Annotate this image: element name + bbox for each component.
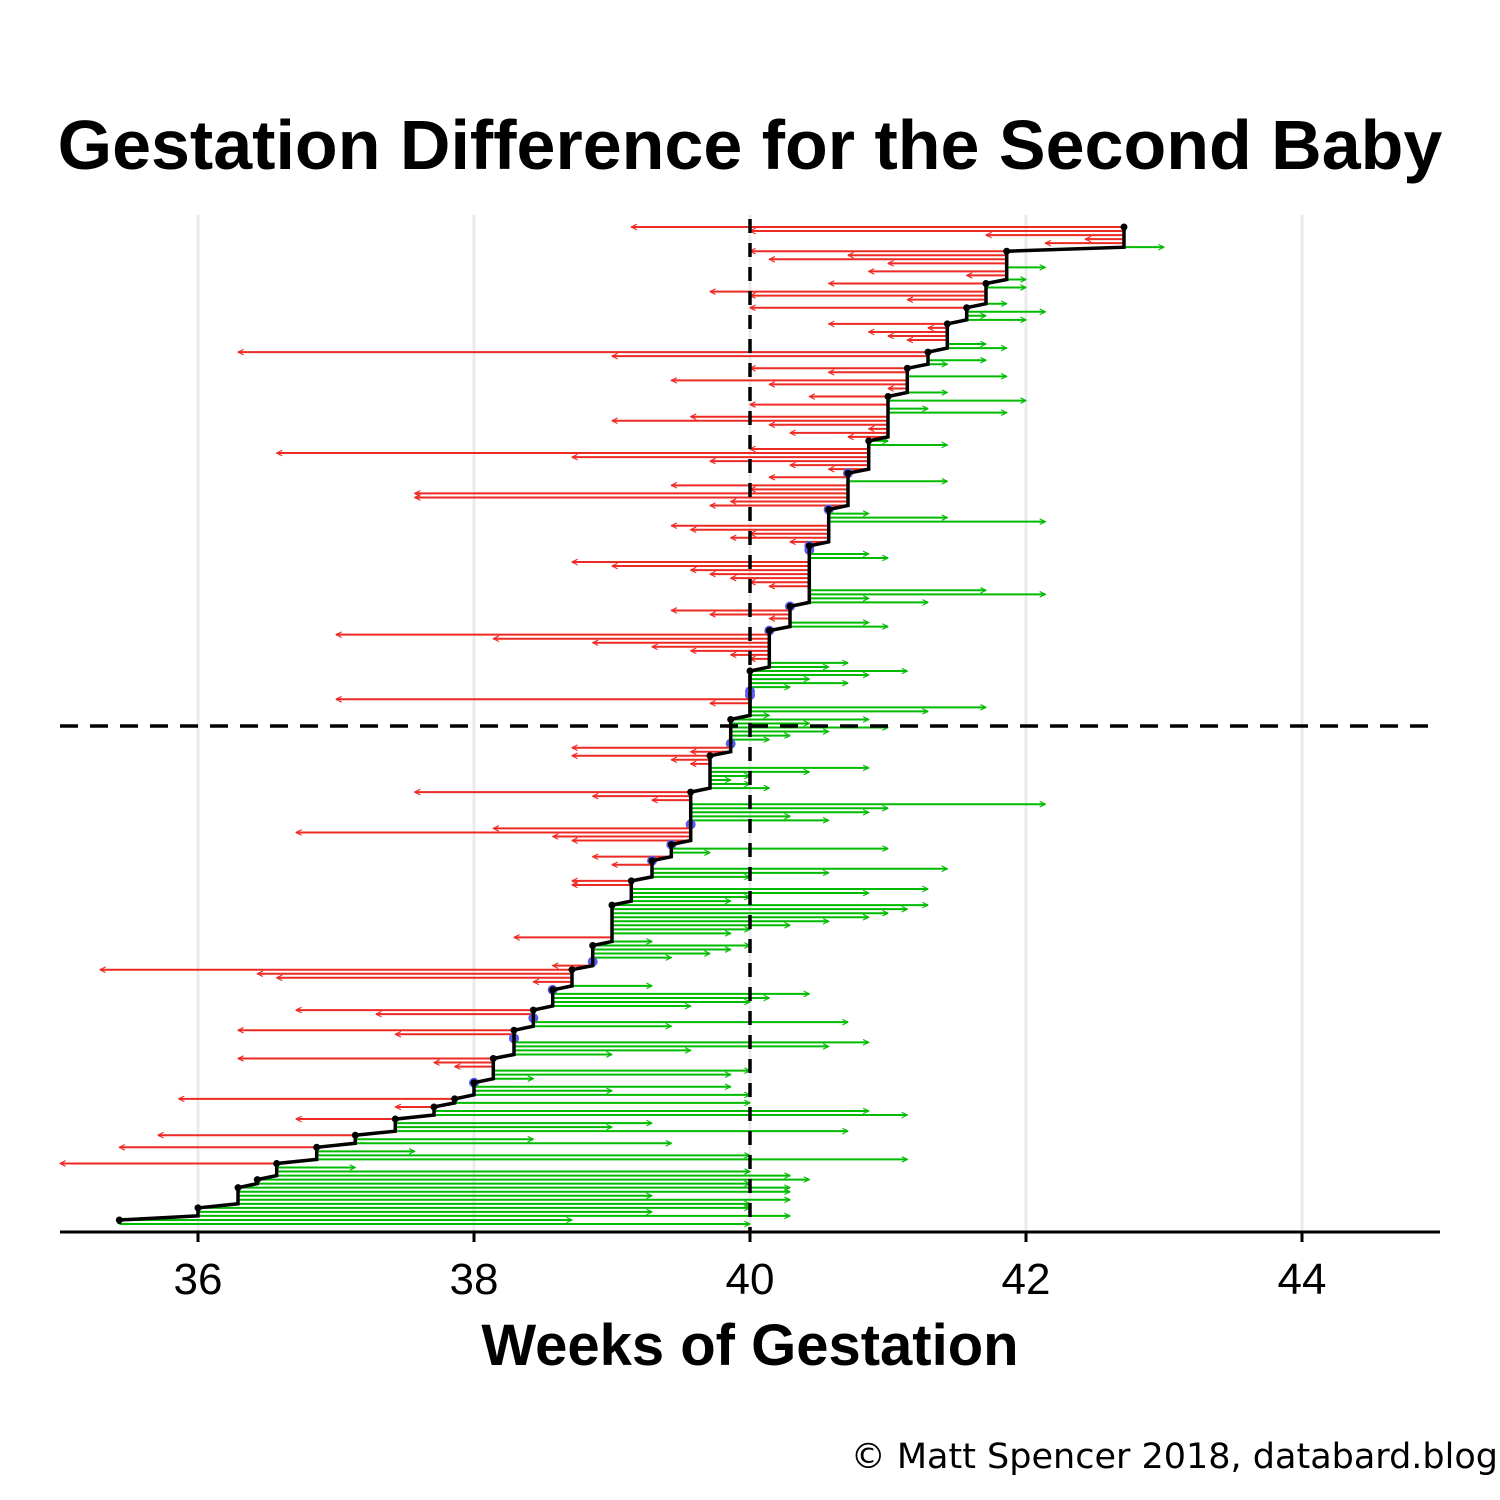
- first-baby-point: [786, 602, 794, 610]
- first-baby-point: [234, 1184, 242, 1192]
- first-baby-point: [648, 857, 656, 865]
- x-axis-label: Weeks of Gestation: [481, 1313, 1019, 1378]
- chart-title: Gestation Difference for the Second Baby: [57, 106, 1443, 184]
- first-baby-point: [351, 1131, 359, 1139]
- first-baby-point: [589, 941, 597, 949]
- first-baby-step: [115, 223, 1128, 1224]
- first-baby-point: [273, 1159, 281, 1167]
- reference-lines: [60, 219, 1432, 1232]
- first-baby-point: [706, 752, 714, 760]
- first-baby-point: [313, 1143, 321, 1151]
- first-baby-point: [727, 715, 735, 723]
- first-baby-point: [1003, 247, 1011, 255]
- first-baby-point: [746, 667, 754, 675]
- first-baby-point: [627, 877, 635, 885]
- first-baby-point: [489, 1055, 497, 1063]
- first-baby-point: [765, 627, 773, 635]
- first-baby-point: [529, 1006, 537, 1014]
- first-baby-point: [568, 966, 576, 974]
- first-baby-point: [253, 1176, 261, 1184]
- first-baby-point: [667, 841, 675, 849]
- x-tick-label: 44: [1278, 1255, 1327, 1304]
- x-tick-label: 36: [174, 1255, 223, 1304]
- first-baby-point: [865, 437, 873, 445]
- first-baby-point: [982, 280, 990, 288]
- first-baby-point: [903, 364, 911, 372]
- credit-text: © Matt Spencer 2018, databard.blog: [850, 1437, 1498, 1477]
- first-baby-point: [963, 304, 971, 312]
- x-axis: 36 38 40 42 44: [60, 1230, 1440, 1304]
- first-baby-point: [115, 1216, 123, 1224]
- x-tick-label: 40: [726, 1255, 775, 1304]
- first-baby-point: [608, 901, 616, 909]
- x-tick-label: 38: [450, 1255, 499, 1304]
- x-tick-label: 42: [1002, 1255, 1051, 1304]
- first-baby-point: [1120, 223, 1128, 231]
- arrow-series: [60, 227, 1164, 1224]
- first-baby-point: [451, 1095, 459, 1103]
- first-baby-point: [510, 1026, 518, 1034]
- first-baby-point: [805, 542, 813, 550]
- first-baby-point: [687, 788, 695, 796]
- first-baby-point: [924, 348, 932, 356]
- first-baby-point: [430, 1103, 438, 1111]
- first-baby-point: [844, 469, 852, 477]
- first-baby-point: [194, 1204, 202, 1212]
- first-baby-point: [943, 320, 951, 328]
- first-baby-point: [391, 1115, 399, 1123]
- first-baby-point: [470, 1079, 478, 1087]
- first-baby-point: [549, 986, 557, 994]
- first-baby-point: [825, 506, 833, 514]
- first-baby-point: [884, 393, 892, 401]
